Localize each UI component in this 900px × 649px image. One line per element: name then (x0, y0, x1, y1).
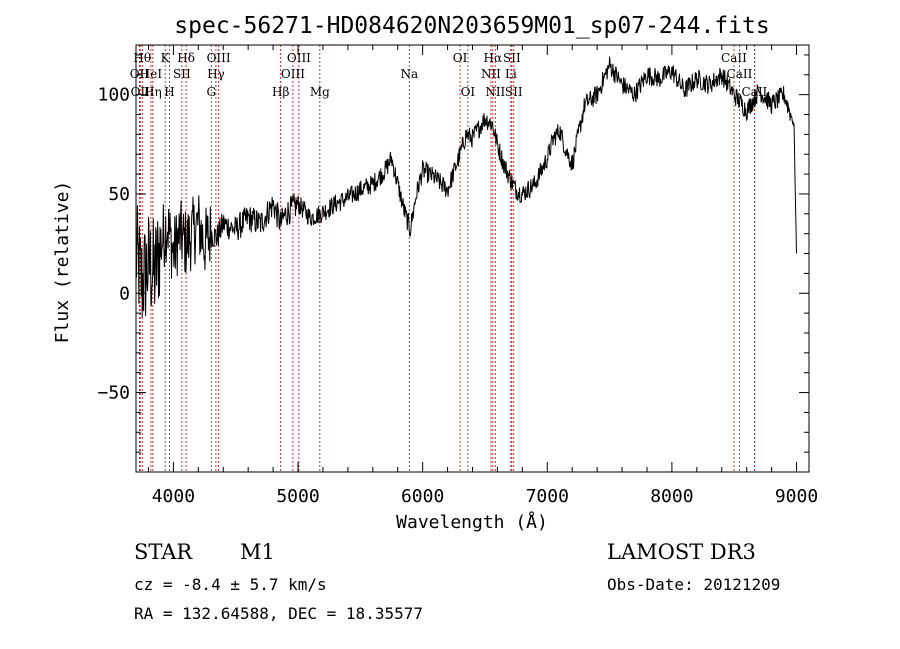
x-tick-label: 4000 (152, 486, 195, 507)
y-tick-label: 100 (97, 85, 130, 106)
survey-name: LAMOST DR3 (607, 540, 756, 564)
plot-frame (135, 44, 810, 473)
x-tick-label: 9000 (775, 486, 818, 507)
marker-label-hγ: Hγ (207, 67, 225, 81)
y-axis-label: Flux (relative) (52, 181, 73, 344)
marker-label-k: K (161, 51, 171, 65)
marker-label-oiii: OIII (207, 51, 231, 65)
marker-label-caii: CaII (721, 51, 747, 65)
marker-label-hα: Hα (484, 51, 503, 65)
x-tick-label: 6000 (401, 486, 444, 507)
x-axis-label: Wavelength (Å) (396, 511, 548, 533)
object-subclass: M1 (240, 540, 275, 564)
marker-label-oi: OI (461, 85, 476, 99)
marker-label-li: Li (505, 67, 517, 81)
x-tick-label: 8000 (650, 486, 693, 507)
marker-label-nii: NII (481, 67, 501, 81)
marker-label-hβ: Hβ (272, 85, 289, 99)
marker-label-caii: CaII (727, 67, 753, 81)
y-axis-ticks: −50 0 50 100 (97, 54, 809, 453)
spectral-line-markers: OIIOIIHθHeIHηKHSIIHδGHγOIIIHβOIIIOIIIMgN… (130, 45, 768, 472)
object-class: STAR (134, 540, 193, 564)
x-tick-label: 7000 (526, 486, 569, 507)
marker-label-oii: OII (131, 85, 151, 99)
x-axis-ticks: 4000 5000 6000 7000 8000 9000 (147, 45, 818, 507)
coordinates-readout: RA = 132.64588, DEC = 18.35577 (134, 604, 423, 623)
marker-label-g: G (206, 85, 216, 99)
marker-label-h: H (164, 85, 174, 99)
marker-label-sii: SII (173, 67, 191, 81)
marker-label-oi: OI (453, 51, 468, 65)
marker-label-na: Na (400, 67, 418, 81)
y-tick-label: 0 (119, 283, 130, 304)
marker-label-oii: OII (130, 67, 150, 81)
marker-label-hη: Hη (144, 85, 162, 99)
marker-label-hei: HeI (140, 67, 163, 81)
marker-label-hδ: Hδ (177, 51, 195, 65)
y-tick-label: −50 (97, 383, 130, 404)
marker-label-oiii: OIII (287, 51, 311, 65)
redshift-readout: cz = -8.4 ± 5.7 km/s (134, 575, 327, 594)
x-tick-label: 5000 (276, 486, 319, 507)
marker-label-sii: SII (505, 85, 523, 99)
marker-label-nii: NII (485, 85, 505, 99)
y-tick-label: 50 (108, 184, 130, 205)
spectrum-line (135, 56, 797, 318)
marker-label-oiii: OIII (281, 67, 305, 81)
marker-label-sii: SII (503, 51, 521, 65)
chart-title: spec-56271-HD084620N203659M01_sp07-244.f… (174, 13, 769, 39)
marker-label-mg: Mg (310, 85, 330, 99)
observation-date: Obs-Date: 20121209 (607, 575, 781, 594)
